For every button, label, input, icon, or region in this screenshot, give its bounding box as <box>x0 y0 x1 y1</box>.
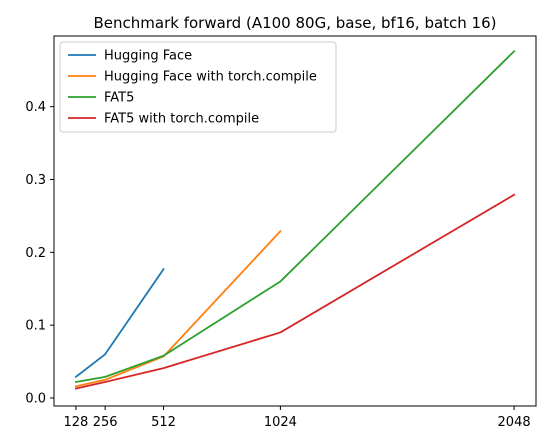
legend-box <box>59 41 337 133</box>
legend-label: FAT5 <box>104 91 134 106</box>
x-tick-label: 256 <box>93 415 118 430</box>
y-tick-label: 0.2 <box>25 246 46 261</box>
legend-label: Hugging Face with torch.compile <box>104 70 317 85</box>
y-tick-label: 0.0 <box>25 391 46 406</box>
series-line-3 <box>74 50 516 384</box>
legend-label: FAT5 with torch.compile <box>104 112 259 127</box>
x-tick-label: 128 <box>63 415 88 430</box>
plot-frame <box>53 35 537 407</box>
y-tick-label: 0.1 <box>25 319 46 334</box>
x-tick-label: 2048 <box>498 415 531 430</box>
series-line-4 <box>74 193 516 390</box>
y-tick-label: 0.3 <box>25 173 46 188</box>
chart-title: Benchmark forward (A100 80G, base, bf16,… <box>93 14 496 32</box>
series-line-2 <box>74 229 282 388</box>
y-tick-label: 0.4 <box>25 100 46 115</box>
x-tick-label: 512 <box>151 415 176 430</box>
series-line-1 <box>74 267 165 379</box>
x-tick-label: 1024 <box>264 415 297 430</box>
legend-label: Hugging Face <box>104 49 192 64</box>
